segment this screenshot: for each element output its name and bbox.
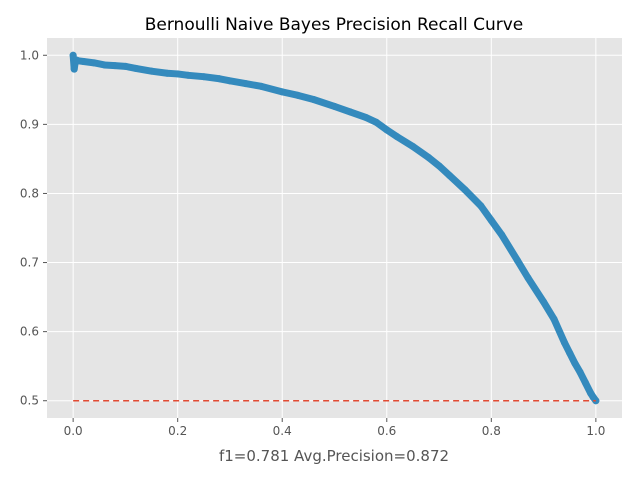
curve-point — [550, 315, 558, 323]
y-tick-label: 0.9 — [20, 117, 39, 131]
curve-point — [576, 368, 584, 376]
x-tick-label: 0.4 — [273, 424, 292, 438]
curve-point — [111, 62, 119, 70]
curve-point — [174, 70, 182, 78]
curve-point — [487, 216, 495, 224]
curve-point — [346, 108, 354, 116]
y-tick-label: 0.8 — [20, 186, 39, 200]
curve-point — [571, 359, 579, 367]
curve-point — [581, 379, 589, 387]
curve-point — [393, 133, 401, 141]
y-tick-label: 0.7 — [20, 256, 39, 270]
curve-point — [561, 339, 568, 347]
curve-point — [90, 59, 98, 67]
curve-point — [226, 77, 234, 85]
curve-point — [121, 62, 129, 70]
curve-point — [278, 88, 286, 96]
curve-point — [331, 102, 338, 110]
plot-area — [47, 38, 622, 418]
curve-point — [540, 298, 548, 306]
curve-point — [425, 154, 433, 162]
chart-title: Bernoulli Naive Bayes Precision Recall C… — [145, 15, 524, 35]
curve-point — [101, 61, 108, 69]
x-tick-label: 0.0 — [64, 424, 83, 438]
curve-point — [242, 80, 250, 88]
curve-point — [200, 73, 208, 81]
y-tick-label: 0.6 — [20, 325, 39, 339]
curve-point — [132, 64, 140, 72]
curve-point — [513, 256, 521, 264]
x-tick-label: 1.0 — [586, 424, 605, 438]
curve-point — [409, 142, 417, 150]
curve-point — [524, 274, 532, 282]
grid-lines — [47, 38, 622, 418]
curve-point — [477, 202, 485, 210]
curve-point — [70, 65, 78, 73]
curve-point — [446, 171, 453, 179]
curve-point — [294, 91, 302, 99]
curve-point — [461, 186, 469, 194]
y-tick-label: 0.5 — [20, 394, 39, 408]
curve-point — [80, 57, 88, 65]
curve-point — [184, 71, 192, 79]
curve-point — [383, 126, 391, 134]
curve-point — [435, 162, 443, 170]
curve-point — [163, 69, 171, 77]
x-axis-label: f1=0.781 Avg.Precision=0.872 — [219, 447, 449, 465]
curve-point — [257, 82, 265, 90]
x-tick-label: 0.2 — [168, 424, 187, 438]
curve-point — [74, 57, 82, 65]
curve-point — [362, 113, 370, 121]
curve-point — [310, 95, 318, 103]
curve-point — [566, 349, 574, 357]
y-tick-label: 1.0 — [20, 48, 39, 62]
x-tick-label: 0.6 — [377, 424, 396, 438]
curve-point — [498, 231, 506, 239]
curve-point — [148, 67, 156, 75]
axis-ticks: 0.0 0.2 0.4 0.6 0.8 1.0 0.5 0.6 0.7 0.8 0.9 1.0 — [20, 48, 606, 438]
series-layer — [69, 51, 600, 405]
x-tick-label: 0.8 — [482, 424, 501, 438]
curve-point — [216, 75, 223, 83]
curve-point — [372, 118, 380, 126]
